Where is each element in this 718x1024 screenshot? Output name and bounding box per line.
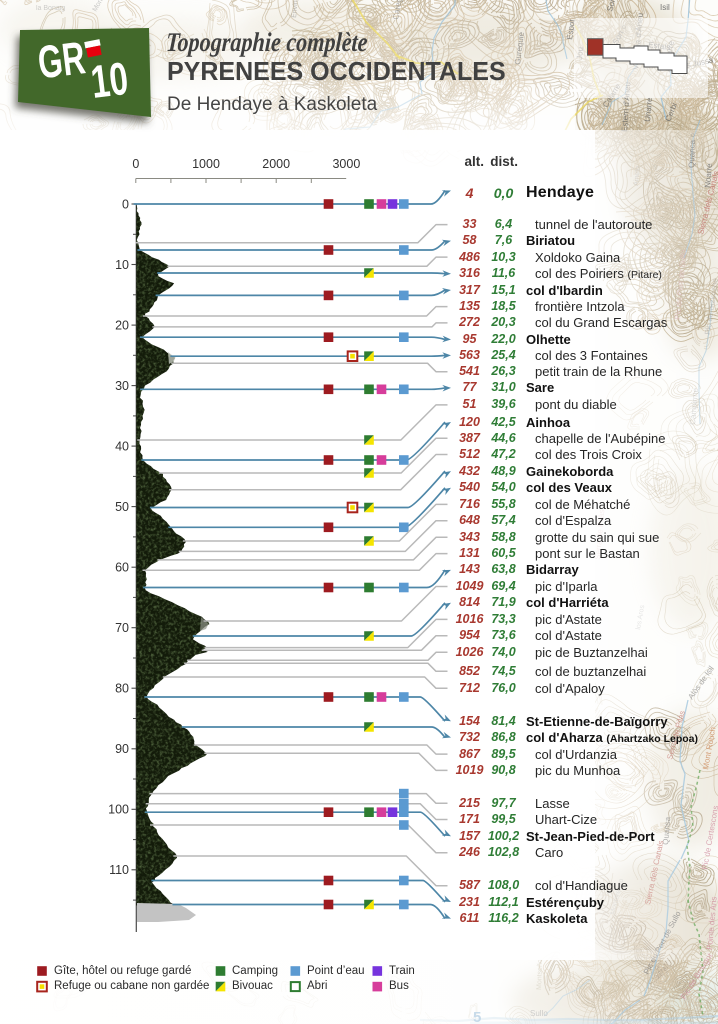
svg-text:0: 0 bbox=[132, 157, 139, 171]
svg-text:40: 40 bbox=[115, 439, 129, 453]
svg-text:100: 100 bbox=[108, 803, 129, 817]
svg-text:80: 80 bbox=[115, 682, 129, 696]
svg-text:30: 30 bbox=[115, 379, 129, 393]
svg-text:50: 50 bbox=[115, 500, 129, 514]
svg-text:90: 90 bbox=[115, 742, 129, 756]
svg-text:Unarre: Unarre bbox=[643, 96, 654, 122]
svg-text:10: 10 bbox=[88, 54, 131, 109]
svg-text:110: 110 bbox=[109, 863, 129, 877]
svg-text:GR: GR bbox=[35, 32, 88, 89]
svg-text:1000: 1000 bbox=[192, 157, 220, 171]
svg-text:Isil: Isil bbox=[660, 3, 670, 12]
svg-text:2000: 2000 bbox=[262, 157, 290, 171]
svg-text:10: 10 bbox=[115, 258, 129, 272]
svg-text:60: 60 bbox=[115, 561, 129, 575]
svg-text:0: 0 bbox=[122, 197, 129, 211]
svg-text:20: 20 bbox=[115, 318, 129, 332]
svg-text:3000: 3000 bbox=[332, 157, 360, 171]
svg-text:70: 70 bbox=[115, 621, 129, 635]
